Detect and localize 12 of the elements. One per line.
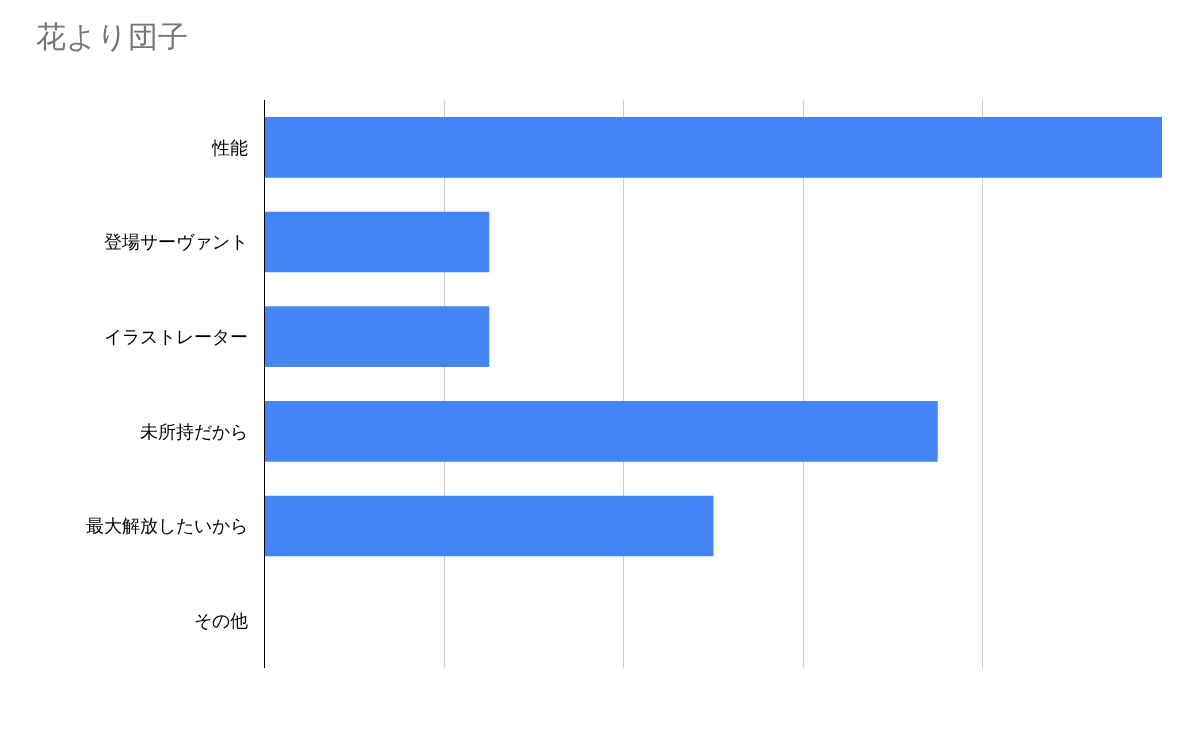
y-tick-label: 性能 [211,136,249,158]
y-tick-label: 未所持だから [140,420,249,442]
bar [265,117,1162,178]
bar [265,495,714,557]
bar [265,211,490,273]
y-tick-label: その他 [194,609,249,631]
bar [265,306,490,367]
y-tick-label: 登場サーヴァント [104,231,249,253]
bar [265,401,938,462]
y-tick-label: 最大解放したいから [86,515,249,537]
y-tick-label: イラストレーター [104,325,249,347]
chart-title: 花より団子 [36,18,188,54]
